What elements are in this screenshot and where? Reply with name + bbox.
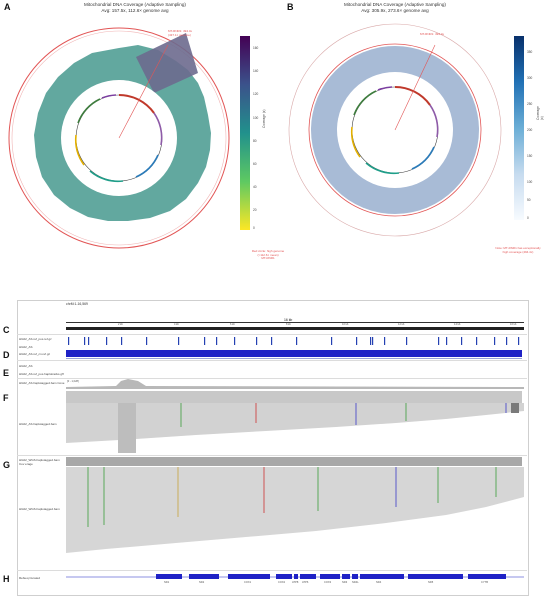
cbar-a-tick-6: 40 — [253, 185, 257, 189]
row-letter-f: F — [3, 393, 9, 403]
track-label-1: HG02_AS — [19, 345, 33, 349]
gene-label-9: ND4 — [376, 581, 382, 584]
ruler-tick-7: 16 kb — [510, 323, 517, 326]
track-label-0: HG02_AS.ref_pos.ref.gz — [19, 337, 52, 341]
cbar-a-tick-3: 100 — [253, 116, 259, 120]
panel-b-outer-guide — [308, 43, 482, 217]
track-reads-f-pileup — [66, 403, 524, 453]
gene-label-11: CYTB — [481, 581, 488, 584]
gene-label-10: ND5 — [428, 581, 434, 584]
panel-a-circular-plot — [8, 27, 230, 249]
gene-label-2: COX1 — [244, 581, 252, 584]
gene-label-8: ND4L — [352, 581, 359, 584]
cbar-b-tick-0: 350 — [527, 50, 533, 54]
cbar-a-tick-4: 80 — [253, 139, 257, 143]
track-genes-h — [66, 574, 524, 579]
cbar-a-tick-1: 140 — [253, 69, 259, 73]
gene-label-3: COX2 — [278, 581, 286, 584]
cbar-a-tick-2: 120 — [253, 92, 259, 96]
row-letter-h: H — [3, 574, 10, 584]
ruler-tick-6: 14 kb — [454, 323, 461, 326]
panel-b-colorbar-label: Coverage (x) — [536, 106, 544, 120]
row-letter-e: E — [3, 368, 10, 378]
cbar-b-tick-1: 300 — [527, 76, 533, 80]
panel-b-circular-plot — [288, 23, 502, 237]
track-label-2: HG02_AS.ref_cn.ref.gz — [19, 352, 51, 356]
track-label-5: HG02_AS.haplotagged.bam Cove — [19, 381, 65, 385]
gene-labels: ND1 ND2 COX1 COX2 ATP8 ATP6 COX3 ND3 ND4… — [66, 581, 524, 587]
cbar-b-tick-6: 50 — [527, 198, 531, 202]
track-variants-c — [68, 337, 520, 345]
gene-label-5: ATP6 — [302, 581, 309, 584]
track-reads-f — [66, 391, 522, 403]
track-coverage-f — [66, 379, 524, 389]
igv-locus[interactable]: chrM:1-16,569 — [66, 302, 88, 306]
gene-label-1: ND2 — [199, 581, 205, 584]
panel-a-subtitle: Avg: 157.5x, 112.6× genome avg — [101, 7, 169, 13]
ruler-tick-1: 4 kb — [174, 323, 179, 326]
track-label-8: HG02_WGS.haplotagged.bam — [19, 507, 60, 511]
panel-b-note: Note: MT-RNR1 has exceptionally high cov… — [495, 246, 541, 254]
coverage-range: [0 - 1,028] — [67, 380, 79, 383]
track-depth-d — [66, 350, 522, 357]
panel-a-high-coverage-wedge — [136, 33, 198, 93]
igv-ruler: 16 kb 2 kb 4 kb 6 kb 8 kb 10 kb 12 kb 14… — [66, 318, 524, 330]
panel-a-title-text: Mitochondrial DNA Coverage (Adaptive Sam… — [84, 2, 186, 7]
gene-label-0: ND1 — [164, 581, 170, 584]
panel-b-colorbar — [514, 36, 524, 220]
panel-a-title: Mitochondrial DNA Coverage (Adaptive Sam… — [40, 2, 230, 13]
panel-b-subtitle: Avg: 305.9x, 273.6× genome avg — [361, 7, 429, 13]
track-coverage-g — [66, 457, 522, 466]
panel-a-note: Red circle: high genome (>112.6× mean) M… — [251, 249, 285, 261]
panel-a-colorbar-label: Coverage (x) — [262, 109, 266, 128]
track-label-4: HG02_AS.ref_pos.haplotracks.gff — [19, 372, 64, 376]
ruler-tick-4: 10 kb — [342, 323, 349, 326]
ruler-tick-3: 8 kb — [286, 323, 291, 326]
row-letter-g: G — [3, 460, 11, 470]
track-label-7: HG02_WGS.haplotagged.bam Cov erage — [19, 458, 60, 466]
igv-scale: 16 kb — [284, 318, 293, 322]
panel-b-title-text: Mitochondrial DNA Coverage (Adaptive Sam… — [344, 2, 446, 7]
track-label-6: HG02_AS.haplotagged.bam — [19, 422, 57, 426]
panel-b-marker-label: MT-RNR1: 494.4x — [420, 32, 445, 36]
cbar-a-tick-0: 160 — [253, 46, 259, 50]
cbar-a-tick-5: 60 — [253, 162, 257, 166]
panel-b-letter: B — [287, 2, 294, 12]
cbar-a-tick-8: 0 — [253, 226, 255, 230]
cbar-b-tick-4: 150 — [527, 154, 533, 158]
ruler-tick-0: 2 kb — [118, 323, 123, 326]
cbar-a-tick-7: 20 — [253, 208, 257, 212]
panel-a-letter: A — [4, 2, 11, 12]
gene-label-6: COX3 — [324, 581, 332, 584]
panel-b-title: Mitochondrial DNA Coverage (Adaptive Sam… — [300, 2, 490, 13]
ruler-tick-2: 6 kb — [230, 323, 235, 326]
track-reads-g-pileup — [66, 467, 524, 553]
cbar-b-tick-3: 200 — [527, 128, 533, 132]
track-label-3: HG02_AS — [19, 364, 33, 368]
panel-a-colorbar-ticks: 160 140 120 100 80 60 40 20 0 — [253, 36, 267, 230]
cbar-b-tick-5: 100 — [527, 180, 533, 184]
gene-label-4: ATP8 — [292, 581, 299, 584]
ruler-tick-5: 12 kb — [398, 323, 405, 326]
panel-a-marker-text: MT-RNR1: 494.4x — [168, 29, 193, 33]
track-label-9: Refseq Curated — [19, 576, 41, 580]
panel-a-marker-sub: (437.1× genome) — [168, 32, 191, 37]
cbar-b-tick-7: 0 — [527, 216, 529, 220]
panel-b-colorbar-ticks: 350 300 250 200 150 100 50 0 — [527, 36, 541, 220]
panel-a-outer-guide — [8, 27, 230, 249]
cbar-b-tick-2: 250 — [527, 102, 533, 106]
row-letter-c: C — [3, 325, 10, 335]
gene-label-7: ND3 — [342, 581, 348, 584]
panel-a-marker-label: MT-RNR1: 494.4x (437.1× genome) — [168, 29, 218, 37]
panel-a-colorbar — [240, 36, 250, 230]
row-letter-d: D — [3, 350, 10, 360]
